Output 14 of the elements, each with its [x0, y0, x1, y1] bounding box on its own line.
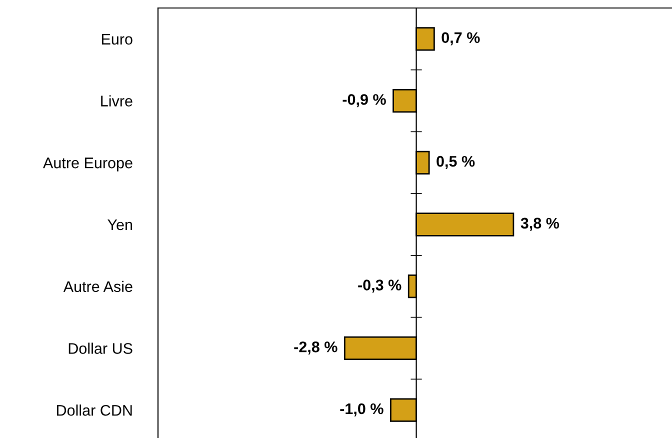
y-tick-label: Dollar US	[68, 342, 132, 354]
y-tick-label: Autre Asie	[63, 280, 132, 292]
data-label: -2,8 %	[294, 341, 338, 355]
data-label: -0,9 %	[342, 94, 386, 108]
data-label: 3,8 %	[520, 218, 560, 231]
data-label: -0,3 %	[358, 280, 402, 293]
y-tick-label: Dollar CDN	[57, 404, 132, 416]
y-tick-label: Yen	[108, 220, 132, 230]
y-tick-label: Autre Europe	[43, 158, 132, 172]
data-label: -1,0 %	[340, 403, 384, 416]
data-label: 0,5 %	[436, 156, 475, 169]
data-label: 0,7 %	[442, 32, 480, 46]
y-tick-label: Euro	[102, 34, 132, 45]
y-tick-label: Livre	[101, 95, 132, 106]
